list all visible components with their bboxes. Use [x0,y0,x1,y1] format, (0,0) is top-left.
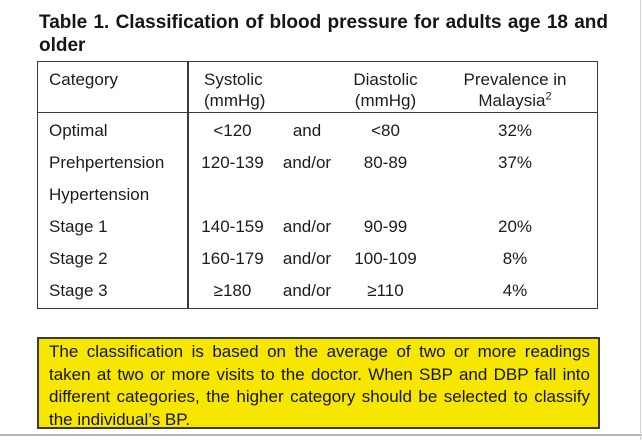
cell-connector: and [292,121,322,140]
page-edge-right-line [639,0,641,440]
cell-diastolic: ≥110 [367,281,404,300]
cell-systolic: 120-139 [201,153,264,172]
table-row-stage-3: Stage 3 ≥180 and/or ≥110 4% [38,275,597,307]
cell-category: Stage 3 [49,281,108,300]
note-text: The classification is based on the avera… [49,342,590,429]
cell-connector: and/or [282,153,332,172]
cell-category: Prehpertension [49,153,165,172]
cell-connector: and/or [282,217,332,236]
table-row-optimal: Optimal <120 and <80 32% [38,115,597,147]
table-row-prehpertension: Prehpertension 120-139 and/or 80-89 37% [38,147,597,179]
cell-prevalence: 8% [502,249,528,268]
cell-prevalence: 32% [497,121,533,140]
cell-systolic: 160-179 [201,249,264,268]
cell-systolic: <120 [213,121,252,140]
column-header-category: Category [49,70,118,89]
column-header-systolic-line2: (mmHg) [204,91,266,110]
table-title: Table 1. Classification of blood pressur… [39,11,608,57]
note-highlight-box: The classification is based on the avera… [37,337,600,429]
cell-category: Stage 2 [49,249,108,268]
cell-diastolic: 90-99 [363,217,408,236]
table-title-line2: older [39,35,86,56]
cell-category: Hypertension [49,185,150,204]
category-column-divider [187,62,189,308]
cell-diastolic: 100-109 [354,249,417,268]
table-row-hypertension-group: Hypertension [38,179,597,211]
table-body: Optimal <120 and <80 32% Prehpertension … [38,113,597,307]
cell-category: Optimal [49,121,108,140]
column-header-prevalence: Prevalence in Malaysia2 [433,69,597,112]
cell-prevalence: 4% [502,281,528,300]
column-header-connector [276,69,338,112]
cell-connector: and/or [282,249,332,268]
bp-classification-table: Category Systolic (mmHg) Diastolic (mmHg… [37,61,598,309]
table-header-row: Category Systolic (mmHg) Diastolic (mmHg… [38,62,597,113]
cell-diastolic: 80-89 [363,153,408,172]
column-header-systolic-line1: Systolic [204,70,263,89]
cell-category: Stage 1 [49,217,108,236]
cell-systolic: ≥180 [213,281,252,300]
table-title-line1: Table 1. Classification of blood pressur… [39,12,608,33]
column-header-diastolic-line2: (mmHg) [354,91,417,110]
column-header-prevalence-line2: Malaysia2 [478,90,552,110]
cell-diastolic: <80 [371,121,400,140]
page-edge-bottom-line [0,434,642,436]
cell-prevalence: 20% [497,217,533,236]
cell-connector: and/or [282,281,332,300]
table-row-stage-2: Stage 2 160-179 and/or 100-109 8% [38,243,597,275]
column-header-diastolic: Diastolic (mmHg) [338,69,433,112]
table-row-stage-1: Stage 1 140-159 and/or 90-99 20% [38,211,597,243]
reference-superscript: 2 [545,90,552,103]
column-header-diastolic-line1: Diastolic [353,70,418,89]
cell-prevalence: 37% [497,153,533,172]
column-header-systolic: Systolic (mmHg) [189,69,276,112]
column-header-prevalence-line1: Prevalence in [463,70,567,89]
cell-systolic: 140-159 [201,217,264,236]
